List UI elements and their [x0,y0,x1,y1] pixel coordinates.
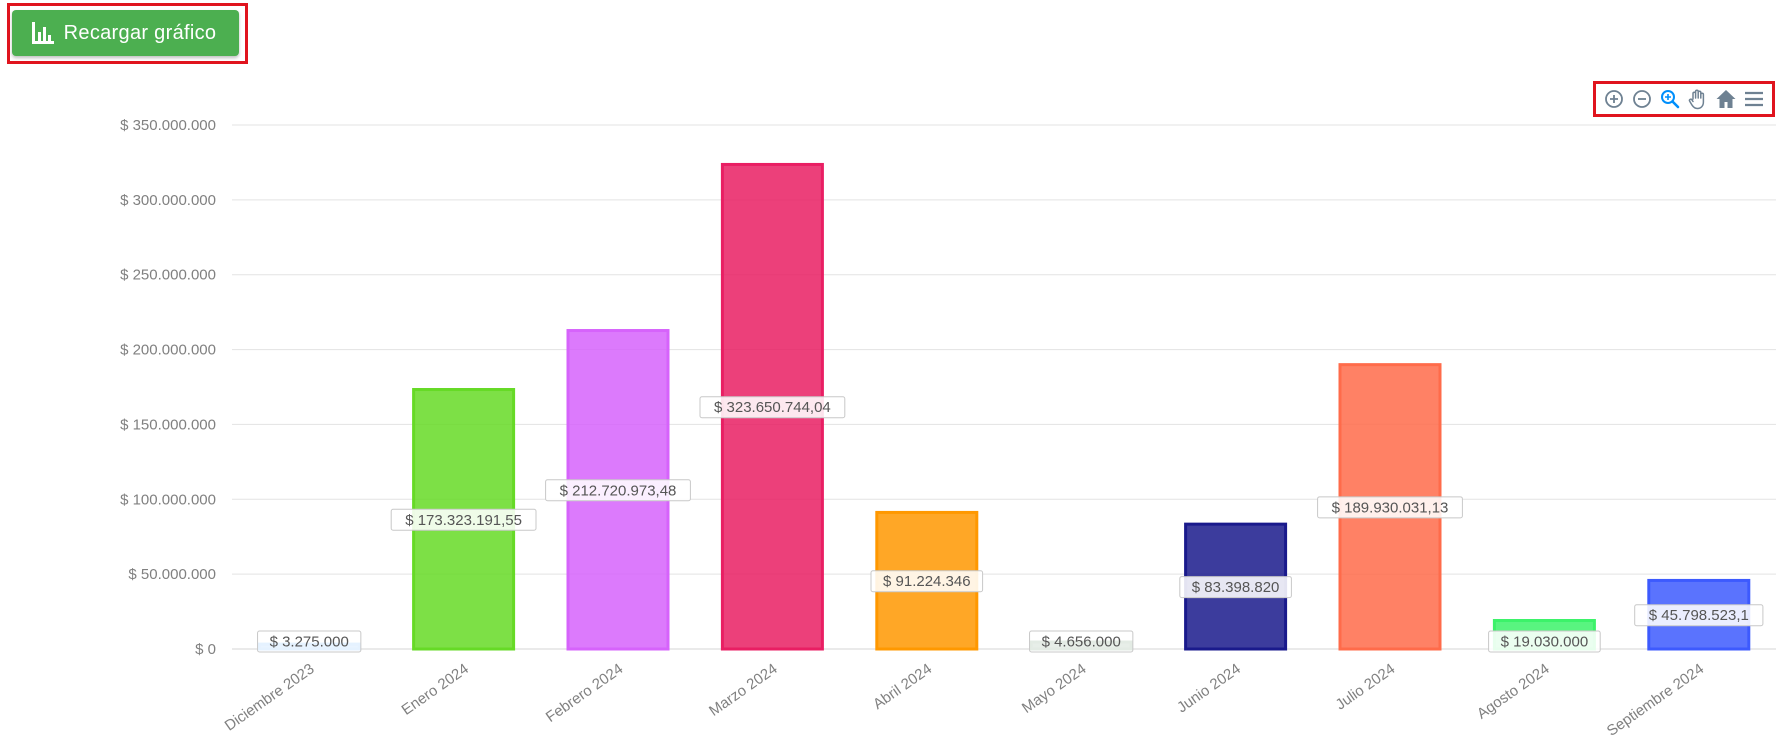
data-label-10: $ 45.798.523,1 [1634,604,1764,627]
x-tick-label: Enero 2024 [399,660,472,718]
x-tick-label: Marzo 2024 [706,660,781,719]
svg-text:$ 4.656.000: $ 4.656.000 [1042,634,1121,651]
svg-text:$ 19.030.000: $ 19.030.000 [1501,634,1589,651]
y-tick-label: $ 150.000.000 [120,416,216,433]
data-label-5: $ 91.224.346 [870,570,984,593]
home-reset-icon[interactable] [1715,88,1737,110]
svg-text:$ 189.930.031,13: $ 189.930.031,13 [1332,499,1449,516]
data-label-2: $ 173.323.191,55 [390,508,537,531]
x-tick-label: Diciembre 2023 [222,660,318,734]
bar-chart-icon [31,22,54,44]
y-tick-label: $ 350.000.000 [120,117,216,134]
zoom-out-icon[interactable] [1631,88,1653,110]
data-label-6: $ 4.656.000 [1029,630,1134,653]
data-label-4: $ 323.650.744,04 [699,396,846,419]
data-label-7: $ 83.398.820 [1179,576,1292,599]
selection-zoom-icon[interactable] [1659,88,1681,110]
y-tick-label: $ 0 [195,641,216,658]
svg-text:$ 83.398.820: $ 83.398.820 [1192,579,1280,596]
x-tick-label: Agosto 2024 [1474,660,1553,722]
reload-chart-button[interactable]: Recargar gráfico [12,10,239,56]
data-label-1: $ 3.275.000 [257,630,362,653]
x-tick-label: Mayo 2024 [1019,660,1090,716]
svg-text:$ 173.323.191,55: $ 173.323.191,55 [405,512,522,529]
svg-text:$ 45.798.523,1: $ 45.798.523,1 [1649,607,1749,624]
y-tick-label: $ 200.000.000 [120,342,216,359]
pan-hand-icon[interactable] [1687,88,1709,110]
x-tick-label: Febrero 2024 [543,660,627,726]
y-tick-label: $ 50.000.000 [128,566,216,583]
data-label-3: $ 212.720.973,48 [545,479,691,502]
x-tick-label: Abril 2024 [870,660,935,713]
y-tick-label: $ 100.000.000 [120,491,216,508]
chart-toolbar [1593,81,1775,117]
y-tick-label: $ 250.000.000 [120,267,216,284]
data-label-9: $ 19.030.000 [1488,630,1601,653]
svg-text:$ 91.224.346: $ 91.224.346 [883,573,971,590]
reload-button-highlight [7,3,248,64]
data-label-8: $ 189.930.031,13 [1317,496,1463,519]
reload-button-label: Recargar gráfico [63,21,217,44]
svg-text:$ 212.720.973,48: $ 212.720.973,48 [560,482,677,499]
svg-text:$ 323.650.744,04: $ 323.650.744,04 [714,399,831,416]
y-tick-label: $ 300.000.000 [120,192,216,209]
x-tick-label: Septiembre 2024 [1604,660,1707,735]
zoom-in-icon[interactable] [1603,88,1625,110]
x-tick-label: Junio 2024 [1174,660,1244,716]
menu-icon[interactable] [1743,88,1765,110]
x-tick-label: Julio 2024 [1333,660,1399,713]
svg-text:$ 3.275.000: $ 3.275.000 [270,634,349,651]
